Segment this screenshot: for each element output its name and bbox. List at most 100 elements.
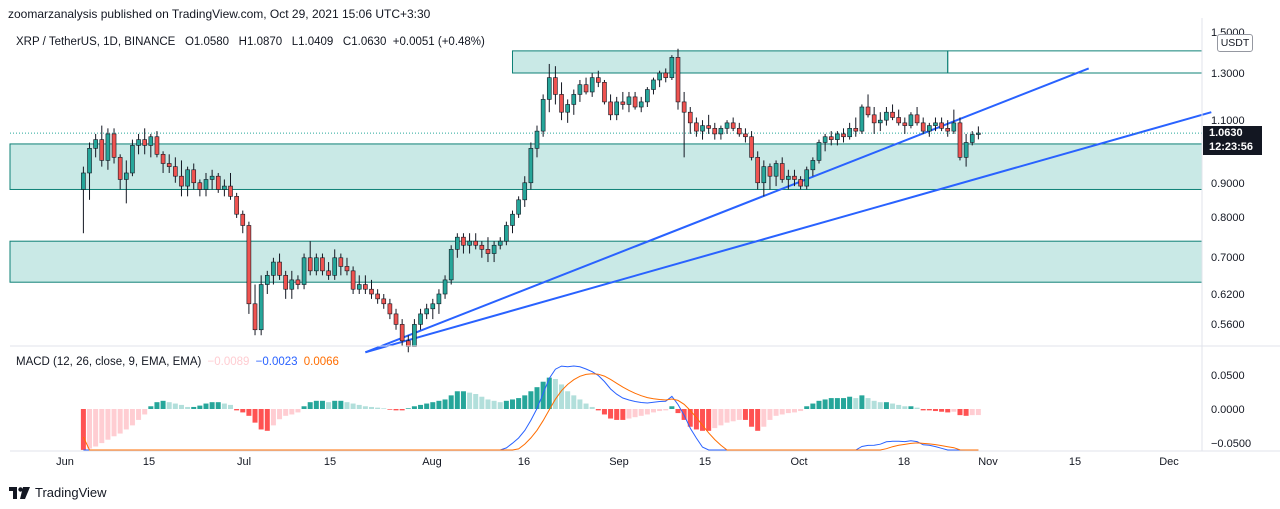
macd-scale[interactable]: 0.0500 0.0000 −0.0500 [1211, 370, 1251, 450]
candle-body-down [632, 96, 638, 108]
candle [393, 308, 399, 330]
candle-body-up [571, 94, 577, 105]
candle [810, 157, 816, 177]
candle-body-up [761, 166, 767, 184]
macd-hist-bar [160, 400, 166, 409]
candle-body-up [301, 257, 307, 285]
currency-unit-button[interactable]: USDT [1217, 34, 1253, 52]
candle-body-up [528, 148, 534, 184]
macd-hist-bar [644, 409, 650, 415]
candle-body-up [724, 122, 730, 129]
macd-hist-bar [785, 409, 791, 414]
candle-body-up [222, 185, 227, 190]
candle-body-up [700, 125, 705, 132]
macd-hist-bar [258, 409, 264, 430]
candle [332, 249, 338, 280]
candle [87, 142, 92, 200]
time-label: Oct [790, 456, 807, 468]
macd-hist-bar [411, 406, 417, 409]
macd-hist-bar [749, 409, 755, 427]
price-scale[interactable]: 1.5000 1.3000 1.1000 0.9000 0.8000 0.700… [1211, 27, 1245, 331]
macd-hist-bar [650, 409, 656, 413]
candle [436, 289, 442, 314]
candle [626, 91, 632, 113]
macd-hist-bar [608, 409, 614, 419]
candle [185, 166, 190, 197]
candle [307, 241, 313, 276]
candle [252, 284, 258, 336]
candle-body-up [859, 106, 865, 132]
macd-hist-bar [338, 400, 344, 409]
candle [957, 117, 963, 161]
candle [736, 122, 742, 137]
candle-body-down [596, 77, 601, 83]
macd-hist-bar [375, 407, 381, 409]
candle-body-down [307, 257, 313, 272]
candle [841, 128, 846, 143]
candle-body-down [736, 128, 742, 135]
candle [651, 77, 656, 95]
candle-body-up [418, 313, 423, 325]
macd-hist-bar [945, 409, 951, 413]
macd-hist-bar [914, 407, 920, 409]
candle-body-up [835, 133, 840, 140]
macd-hist-bar [80, 409, 86, 450]
candle-body-up [804, 169, 810, 187]
candle [767, 163, 773, 190]
macd-hist-bar [559, 384, 565, 409]
symbol-legend[interactable]: XRP / TetherUS, 1D, BINANCE O1.0580 H1.0… [16, 36, 485, 48]
candle-body-down [369, 288, 374, 295]
candle [638, 96, 644, 113]
macd-hist-bar [191, 406, 197, 409]
macd-hist-bar [816, 400, 822, 409]
candle [485, 237, 491, 263]
macd-hist-bar [454, 391, 460, 409]
candle [969, 131, 975, 146]
candle-body-down [338, 257, 344, 267]
candle [847, 122, 852, 140]
zone-1 [511, 50, 949, 74]
macd-signal-value: 0.0066 [303, 356, 339, 368]
candle [350, 266, 356, 294]
candle-body-up [271, 261, 276, 276]
candle [117, 154, 123, 190]
candle [963, 133, 969, 167]
candle-body-up [638, 101, 644, 108]
tradingview-brand[interactable]: TradingView [9, 485, 107, 500]
candle [939, 117, 944, 132]
candle-body-up [497, 240, 503, 246]
macd-hist-bar [313, 400, 319, 409]
candle-body-up [412, 324, 417, 347]
macd-hist-bar [589, 406, 595, 409]
macd-legend[interactable]: MACD (12, 26, close, 9, EMA, EMA) −0.008… [16, 356, 342, 368]
macd-hist-bar [185, 406, 191, 409]
candle-body-up [565, 104, 570, 113]
macd-hist-bar [473, 393, 479, 409]
macd-hist-bar [215, 402, 221, 409]
candle [264, 270, 270, 294]
macd-hist-bar [283, 409, 289, 416]
macd-hist-bar [442, 399, 448, 409]
candle [632, 91, 638, 110]
candle-body-up [148, 136, 154, 146]
macd-tick: 0.0500 [1211, 370, 1245, 382]
candle-body-down [283, 275, 288, 290]
candle [209, 169, 215, 190]
macd-hist-bar [491, 400, 497, 409]
macd-hist-bar [638, 409, 644, 416]
time-axis[interactable]: Jun 15 Jul 15 Aug 16 Sep 15 Oct 18 Nov 1… [56, 456, 1179, 468]
candle [583, 77, 589, 95]
price-tick: 0.7000 [1211, 252, 1245, 264]
macd-hist-bar [221, 403, 227, 409]
macd-hist-bar [963, 409, 969, 416]
macd-hist-bar [460, 391, 466, 409]
candle-body-down [583, 84, 589, 93]
macd-hist-bar [540, 381, 546, 409]
ohlc-low: L1.0409 [291, 36, 334, 48]
candle-body-up [969, 134, 975, 143]
macd-histogram [80, 377, 981, 450]
candle [816, 139, 822, 164]
candle [571, 89, 577, 115]
candle-body-up [908, 114, 914, 126]
